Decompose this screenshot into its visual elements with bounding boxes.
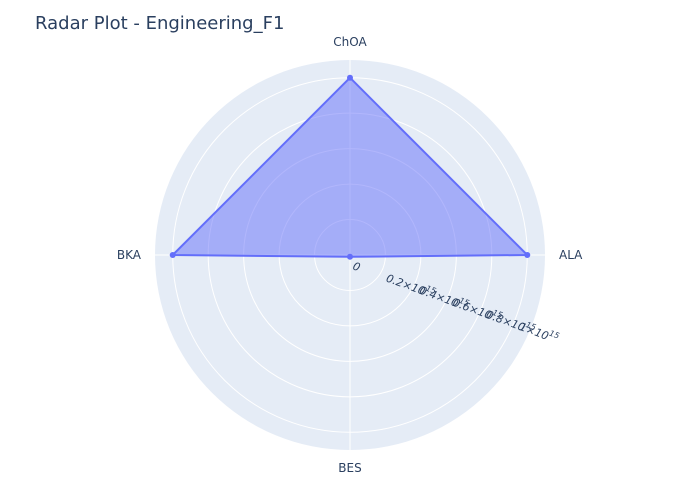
category-label: BKA bbox=[117, 248, 142, 262]
polar-area: ALAChOABKABES00.2×10150.4×10150.6×10150.… bbox=[117, 35, 583, 475]
radial-tick-label: 0 bbox=[351, 260, 362, 275]
data-point bbox=[169, 252, 176, 258]
category-label: ChOA bbox=[333, 35, 367, 49]
data-point bbox=[524, 252, 531, 258]
category-label: BES bbox=[338, 461, 361, 475]
category-label: ALA bbox=[559, 248, 583, 262]
data-point bbox=[347, 74, 353, 81]
data-point bbox=[347, 253, 353, 260]
chart-title: Radar Plot - Engineering_F1 bbox=[35, 13, 284, 34]
